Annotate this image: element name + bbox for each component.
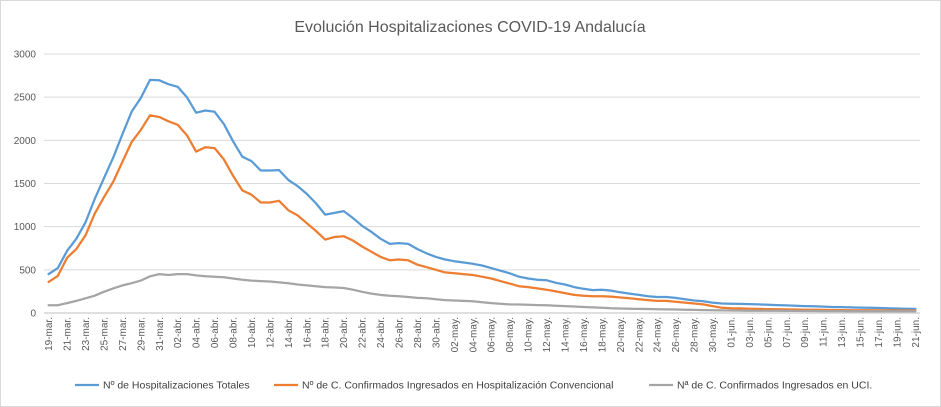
x-tick-label: 30-abr. [431, 317, 442, 348]
x-tick-label: 10-abr. [247, 317, 258, 348]
x-tick-label: 10-may. [524, 317, 535, 352]
x-tick-label: 05-jun. [763, 317, 774, 348]
legend-entry-1: Nº de Hospitalizaciones Totales [75, 380, 250, 392]
legend: Nº de Hospitalizaciones Totales Nº de C. … [75, 380, 872, 392]
x-tick-label: 19-mar. [44, 317, 55, 351]
x-tick-label: 04-may. [468, 317, 479, 352]
legend-entry-3: Nª de C. Confirmados Ingresados en UCI. [649, 380, 872, 392]
x-tick-label: 12-may. [542, 317, 553, 352]
y-tick-label: 1500 [14, 179, 37, 190]
x-tick-label: 31-mar. [155, 317, 166, 351]
x-tick-label: 22-may. [634, 317, 645, 352]
series-line-1 [47, 78, 917, 311]
x-tick-label: 22-abr. [358, 317, 369, 348]
y-tick-label: 2000 [14, 136, 37, 147]
x-tick-label: 16-abr. [302, 317, 313, 348]
x-tick-label: 18-abr. [321, 317, 332, 348]
y-axis: 0 500 1000 1500 2000 2500 3000 [14, 50, 37, 320]
x-tick-label: 06-abr. [210, 317, 221, 348]
series-lines [47, 78, 917, 313]
x-tick-label: 17-jun. [874, 317, 885, 348]
y-tick-label: 500 [19, 265, 36, 276]
x-tick-label: 02-may. [450, 317, 461, 352]
x-tick-label: 28-abr. [413, 317, 424, 348]
x-tick-label: 01-jun. [726, 317, 737, 348]
x-tick-label: 03-jun. [745, 317, 756, 348]
x-tick-label: 12-abr. [265, 317, 276, 348]
x-tick-label: 14-may. [560, 317, 571, 352]
x-tick-label: 13-jun. [837, 317, 848, 348]
x-tick-label: 15-jun. [856, 317, 867, 348]
series-line-3 [47, 272, 917, 313]
x-tick-label: 20-abr. [339, 317, 350, 348]
x-tick-label: 27-mar. [118, 317, 129, 351]
x-tick-label: 28-may. [690, 317, 701, 352]
x-tick-label: 21-mar. [63, 317, 74, 351]
x-tick-label: 23-mar. [81, 317, 92, 351]
legend-entry-2: Nº de C. Confirmados Ingresados en Hospi… [274, 380, 613, 392]
x-tick-label: 24-abr. [376, 317, 387, 348]
x-tick-label: 26-abr. [395, 317, 406, 348]
chart-title: Evolución Hospitalizaciones COVID-19 And… [294, 19, 645, 36]
legend-label: Nº de Hospitalizaciones Totales [103, 380, 250, 392]
x-tick-label: 29-mar. [136, 317, 147, 351]
x-tick-label: 11-jun. [819, 317, 830, 347]
x-tick-label: 08-abr. [229, 317, 240, 348]
x-tick-label: 06-may. [487, 317, 498, 352]
y-tick-label: 1000 [14, 222, 37, 233]
x-tick-label: 20-may. [616, 317, 627, 352]
legend-label: Nª de C. Confirmados Ingresados en UCI. [677, 380, 872, 392]
x-tick-label: 08-may. [505, 317, 516, 352]
x-tick-label: 09-jun. [800, 317, 811, 348]
x-tick-label: 14-abr. [284, 317, 295, 348]
x-tick-label: 07-jun. [782, 317, 793, 348]
x-tick-label: 24-may. [653, 317, 664, 352]
x-tick-label: 30-may. [708, 317, 719, 352]
x-tick-label: 16-may. [579, 317, 590, 352]
x-tick-label: 02-abr. [173, 317, 184, 348]
y-tick-label: 3000 [14, 50, 37, 61]
x-tick-label: 19-jun. [892, 317, 903, 348]
y-tick-label: 2500 [14, 93, 37, 104]
series-line-2 [47, 114, 917, 312]
x-tick-label: 21-jun. [911, 317, 922, 348]
x-tick-label: 18-may. [597, 317, 608, 352]
x-axis: 19-mar. 21-mar. 23-mar. 25-mar. 27-mar. 29-ma… [44, 317, 922, 352]
x-tick-label: 25-mar. [99, 317, 110, 351]
legend-label: Nº de C. Confirmados Ingresados en Hospi… [302, 380, 613, 392]
x-tick-label: 26-may. [671, 317, 682, 352]
x-tick-label: 04-abr. [192, 317, 203, 348]
y-tick-label: 0 [30, 309, 36, 320]
